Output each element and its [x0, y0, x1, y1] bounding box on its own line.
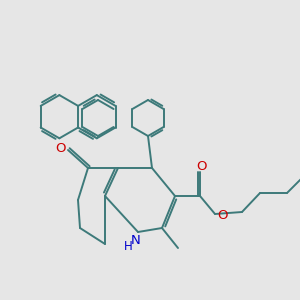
Text: H: H — [124, 240, 133, 253]
Text: O: O — [196, 160, 207, 172]
Text: N: N — [131, 234, 140, 247]
Text: O: O — [55, 142, 66, 155]
Text: O: O — [217, 209, 228, 222]
